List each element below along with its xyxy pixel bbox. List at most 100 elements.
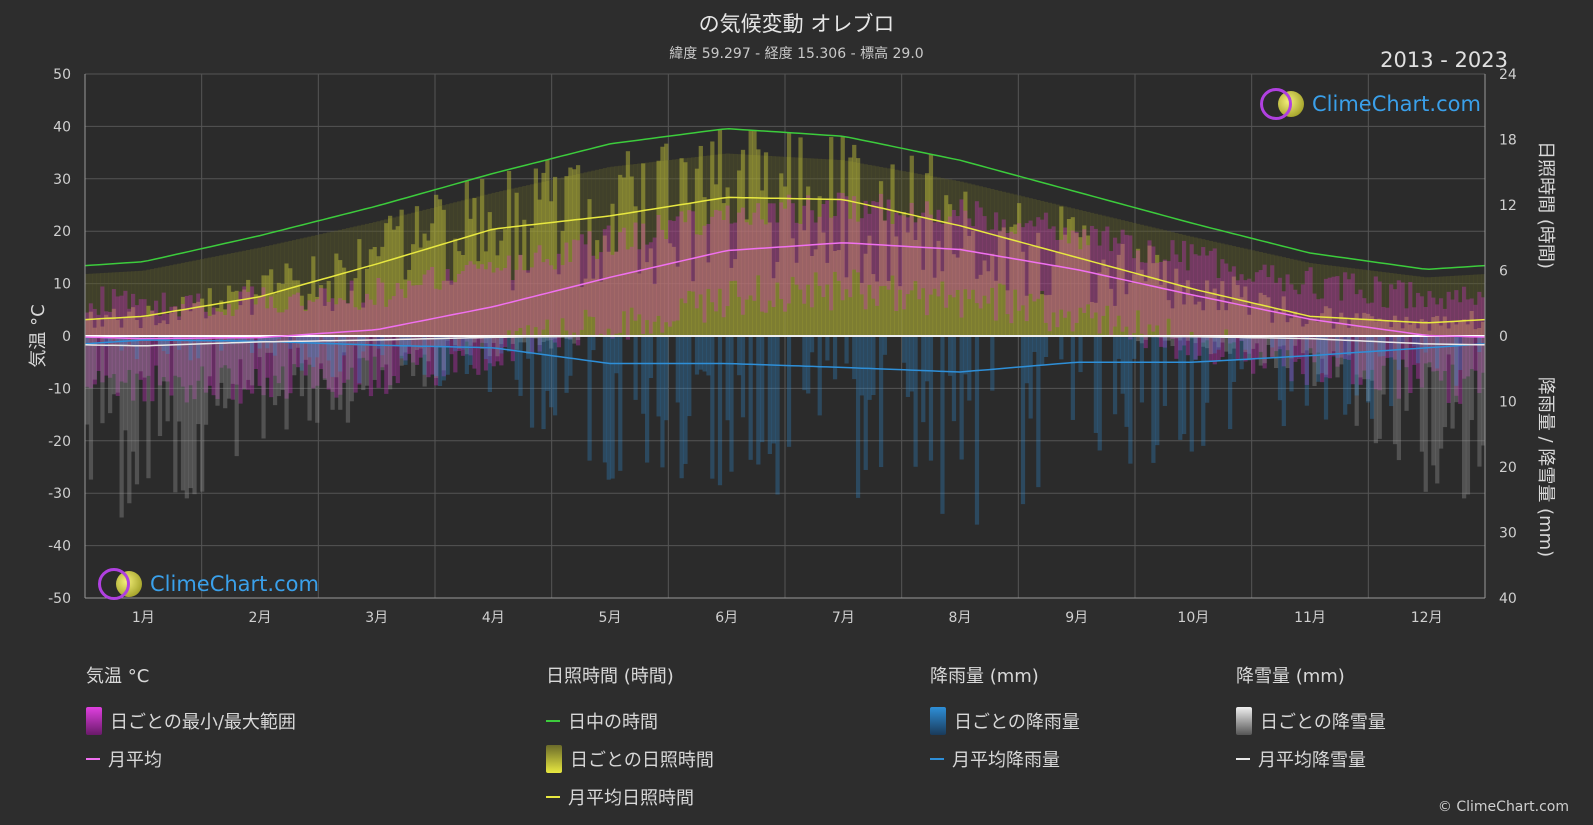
daylight-bar [230, 253, 235, 336]
sunshine-bar [453, 238, 458, 336]
temp-range-bar [1327, 277, 1332, 379]
sunshine-bar [598, 281, 604, 336]
snow-bar [552, 336, 558, 339]
sunshine-bar [783, 186, 788, 336]
temp-range-bar [491, 272, 496, 367]
temp-range-bar [1297, 294, 1302, 360]
sunshine-bar [215, 307, 220, 336]
sunshine-bar [852, 144, 857, 336]
daylight-bar [292, 240, 297, 336]
daily-bars [85, 129, 1486, 525]
rain-bar [1093, 336, 1099, 433]
daylight-bar [127, 271, 132, 336]
daylight-bar [959, 181, 964, 336]
sunshine-bar [664, 143, 669, 336]
sunshine-bar [1320, 313, 1325, 336]
temp-range-bar [882, 220, 888, 286]
period-label: 2013 - 2023 [1380, 48, 1508, 72]
sunshine-bar [506, 170, 512, 336]
temp-range-bar [652, 237, 657, 322]
daylight-bar [104, 272, 109, 336]
temp-range-bar [483, 269, 489, 371]
snow-bar [292, 336, 297, 376]
snow-bar [1327, 336, 1332, 355]
rain-bar [541, 336, 546, 430]
daylight-bar [618, 165, 623, 336]
sunshine-bar [330, 310, 335, 336]
sunshine-bar [1239, 297, 1244, 336]
legend-temperature: 気温 °C 日ごとの最小/最大範囲 月平均 [86, 662, 296, 778]
snow-bar [242, 336, 247, 390]
temp-range-bar [1040, 219, 1045, 291]
temp-range-bar [1331, 276, 1336, 357]
sunshine-bar [641, 163, 646, 336]
daylight-bar [123, 271, 128, 336]
snow-bar [1323, 336, 1329, 375]
temp-avg-swatch [86, 758, 100, 760]
sunshine-bar [621, 177, 627, 336]
daylight-bar [560, 177, 565, 336]
temp-range-bar [721, 219, 726, 318]
daylight-bar [1128, 221, 1133, 336]
temp-range-bar [959, 199, 964, 318]
daylight-bar [92, 273, 97, 336]
temp-range-bar [913, 222, 918, 282]
sunshine-bar [234, 290, 239, 336]
temp-range-bar [276, 312, 282, 384]
logo-top[interactable]: ClimeChart.com [1260, 88, 1481, 120]
sunshine-bar [1458, 320, 1463, 336]
rain-bar [882, 336, 888, 355]
rain-bar [737, 336, 742, 376]
daylight-bar [671, 159, 677, 336]
sunshine-bar [142, 317, 147, 336]
rain-bar [269, 336, 274, 344]
rain-bar [1454, 336, 1459, 386]
daylight-bar [844, 160, 849, 336]
rain-bar [633, 336, 638, 400]
rain-bar [1024, 336, 1029, 384]
snow-bar [119, 336, 124, 518]
month-label: 2月 [249, 610, 272, 626]
snow-bar [1438, 336, 1444, 449]
logo-bottom[interactable]: ClimeChart.com [98, 568, 319, 600]
snow-bar [203, 336, 209, 425]
rain-bar [407, 336, 412, 346]
snow-bar [307, 336, 312, 421]
snow-bar [430, 336, 435, 347]
rain-bar [963, 336, 968, 375]
temp-range-bar [767, 203, 772, 301]
temp-range-bar [986, 230, 991, 304]
daylight-bar [1147, 226, 1152, 336]
sunshine-bar [223, 309, 228, 336]
logo-ring-icon [1260, 88, 1292, 120]
daylight-bar [905, 171, 911, 336]
sunshine-bar [1185, 280, 1191, 336]
temp-range-bar [1143, 262, 1148, 349]
sunshine-bar [177, 320, 182, 336]
sunshine-bar [192, 303, 197, 336]
daylight-bar [1327, 265, 1332, 336]
right-tick-label-hours: 24 [1499, 67, 1517, 83]
snow-bar [480, 336, 485, 349]
temp-range-bar [341, 300, 347, 383]
snow-bar [1450, 336, 1455, 429]
snow-bar [1320, 336, 1325, 359]
sunshine-bar [944, 195, 949, 336]
sunshine-bar [1258, 292, 1263, 336]
daylight-bar [706, 155, 711, 336]
temp-range-bar [211, 307, 216, 396]
sunshine-bar [1235, 285, 1240, 336]
rain-bar [602, 336, 608, 463]
temp-range-bar [134, 305, 140, 374]
daylight-bar [917, 173, 922, 336]
daylight-bar [173, 264, 178, 336]
sunshine-bar [1408, 324, 1413, 336]
snow-bar [1339, 336, 1344, 365]
rain-bar [123, 336, 128, 345]
temp-range-bar [1063, 227, 1068, 318]
rain-bar [1181, 336, 1187, 435]
sunshine-bar [480, 179, 485, 336]
rain-bar [499, 336, 504, 354]
sunshine-bar [161, 320, 166, 336]
sunshine-bar [1243, 286, 1248, 336]
